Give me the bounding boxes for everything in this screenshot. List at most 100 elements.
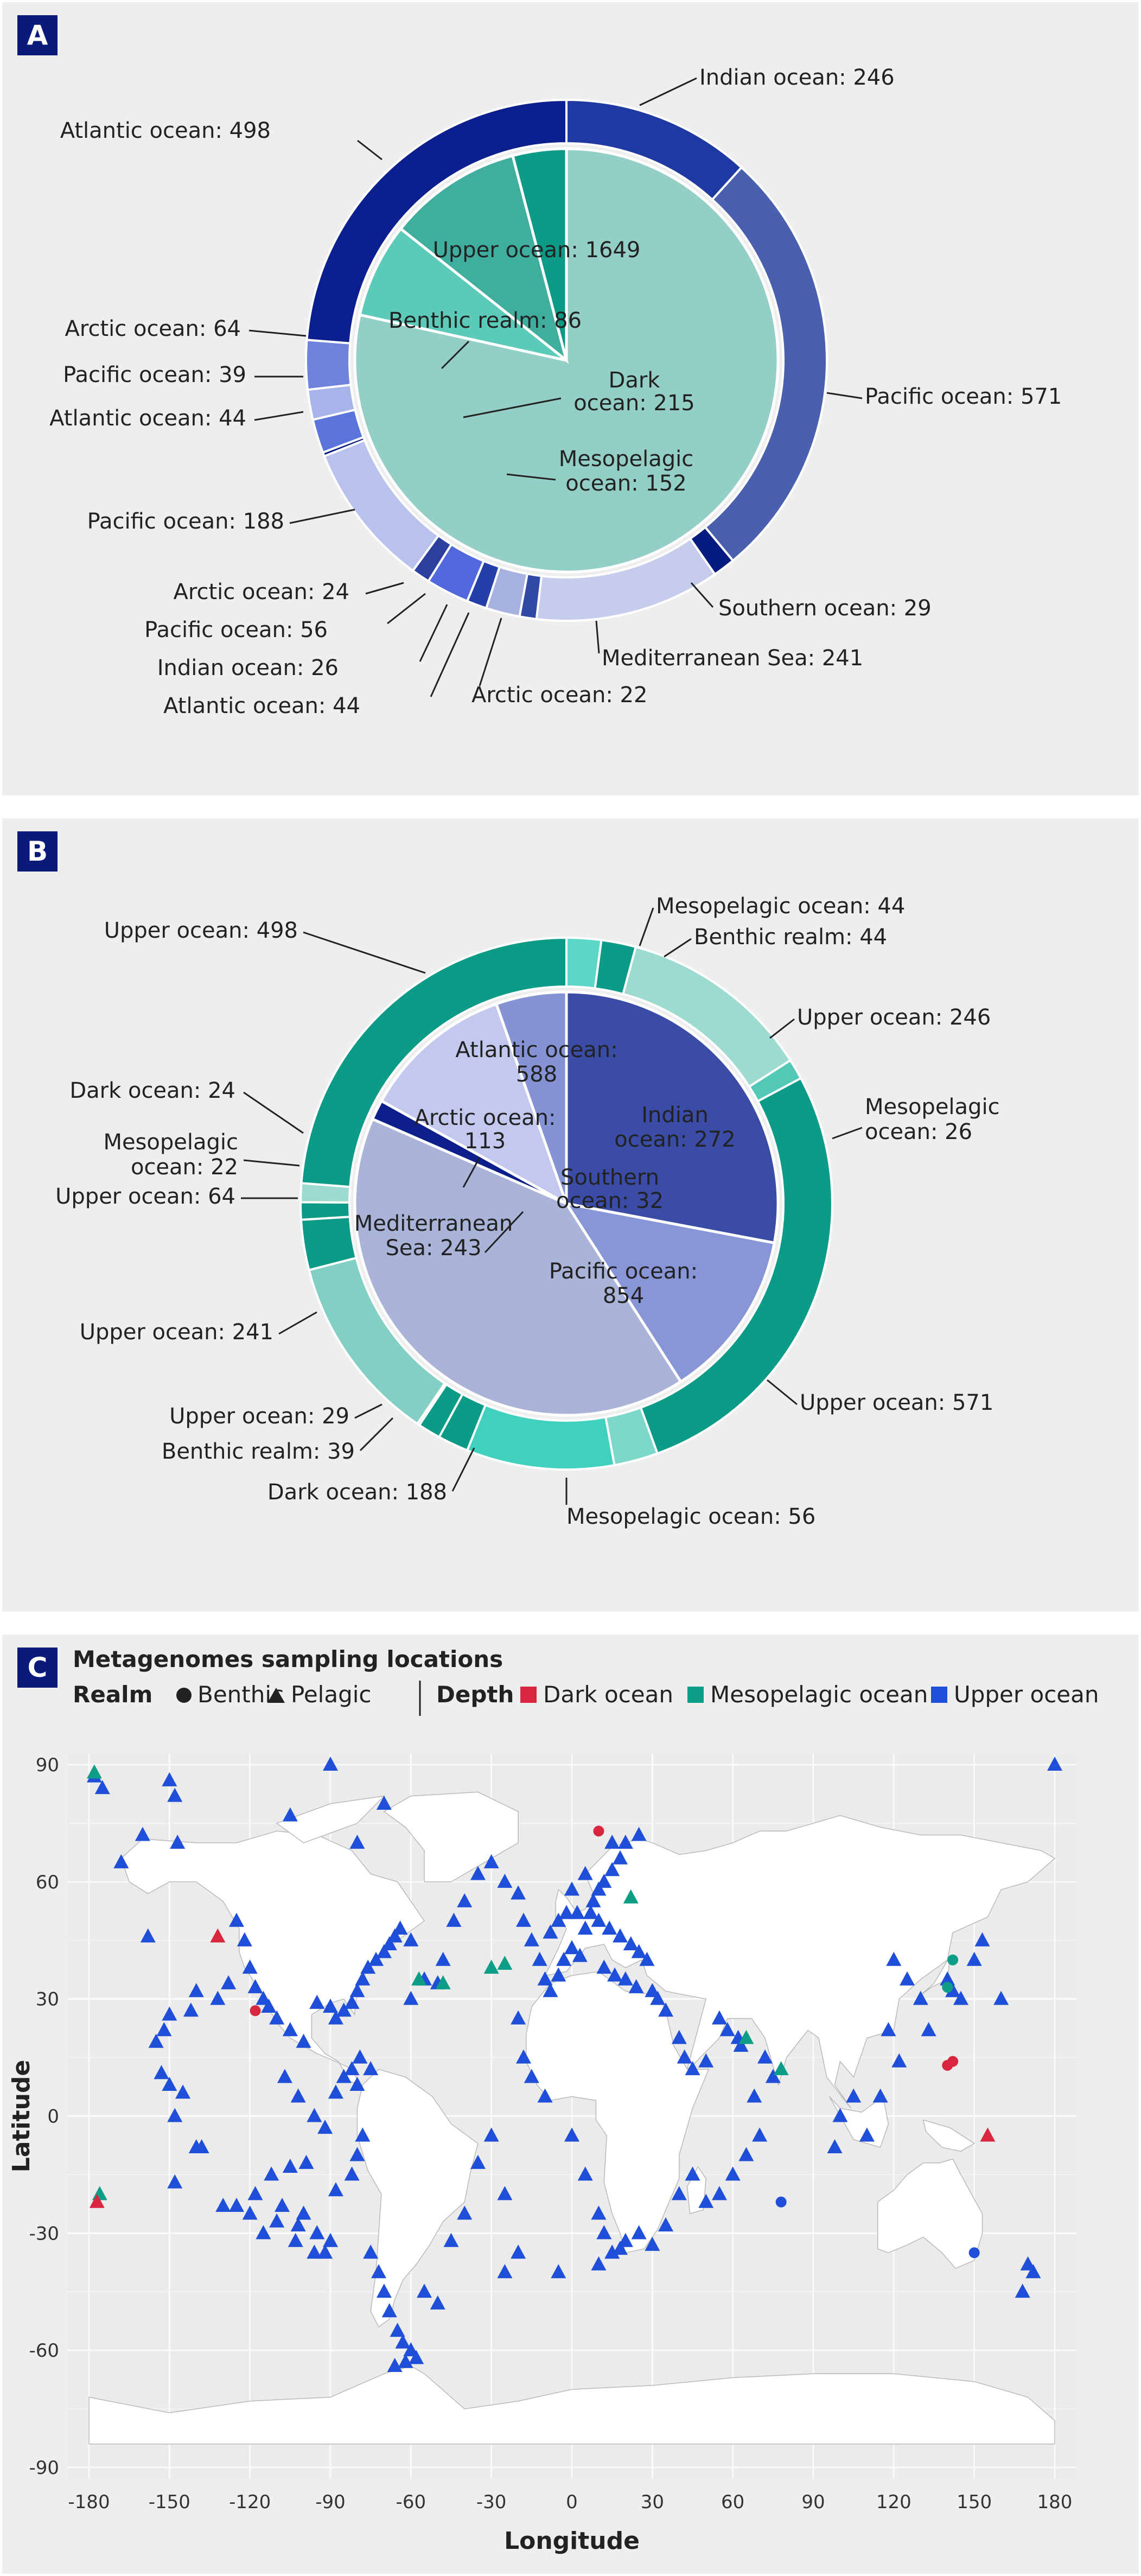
data-point (872, 2088, 888, 2103)
land-mass (88, 2365, 1055, 2445)
data-point (381, 2303, 397, 2318)
outer-leader-13 (357, 139, 383, 161)
data-point (435, 1951, 451, 1966)
legend-depth-title: Depth (436, 1681, 514, 1708)
outer-label: Upper ocean: 571 (800, 1390, 993, 1415)
data-point (94, 1780, 110, 1795)
inner-leader-5 (441, 340, 470, 370)
data-point (317, 2244, 333, 2259)
data-point (921, 2022, 936, 2037)
data-point (966, 1951, 982, 1966)
data-point (148, 2033, 164, 2048)
data-point (392, 1920, 408, 1935)
data-point (537, 1971, 553, 1986)
outer-leader-7 (387, 593, 426, 625)
data-point (89, 2193, 105, 2208)
y-tick-label: 90 (36, 1754, 59, 1776)
map-chart-c: Metagenomes sampling locations Realm Benth… (8, 1646, 1099, 2555)
inner-label: 588 (516, 1062, 557, 1087)
panel-b: B Atlantic ocean: 588 Indian ocean: 272 Paci… (2, 818, 1139, 1612)
data-point (564, 1881, 579, 1896)
data-point (135, 1827, 150, 1841)
data-point (430, 2295, 445, 2310)
data-point (947, 2056, 959, 2067)
data-point (317, 2120, 333, 2134)
data-point (188, 1983, 204, 1998)
outer-label: Mediterranean Sea: 241 (602, 646, 863, 671)
data-point (913, 1990, 928, 2005)
data-point (162, 2006, 177, 2021)
outer-leader-6 (419, 604, 448, 662)
outer-leader-13 (303, 931, 426, 974)
data-point (613, 2241, 628, 2255)
outer-leader-0 (639, 77, 697, 106)
land-mass (526, 1971, 710, 2254)
data-point (269, 2213, 285, 2228)
data-point (175, 2084, 191, 2099)
outer-leader-1 (826, 392, 863, 399)
outer-slice-13 (305, 339, 352, 391)
data-point (210, 1990, 226, 2005)
data-point (250, 2005, 261, 2017)
data-point (572, 1948, 588, 1962)
inner-leader-7 (484, 1211, 524, 1254)
data-point (387, 2357, 403, 2372)
data-point (604, 2244, 620, 2259)
data-point (167, 2108, 183, 2122)
data-point (247, 1979, 263, 1994)
legend-swatch (931, 1687, 947, 1703)
data-point (591, 1881, 607, 1896)
data-point (551, 2264, 566, 2279)
x-tick-label: -60 (396, 2491, 426, 2513)
data-point (645, 2236, 660, 2251)
data-point (349, 2147, 365, 2161)
data-point (371, 2264, 386, 2279)
data-point (639, 1951, 655, 1966)
legend-depth-label: Upper ocean (954, 1681, 1099, 1708)
data-point (395, 2334, 411, 2349)
outer-label: Atlantic ocean: 498 (60, 118, 271, 143)
inner-label: Benthic realm: 86 (388, 308, 582, 333)
data-point (86, 1764, 102, 1779)
inner-leader-2 (506, 473, 556, 481)
data-point (296, 2205, 311, 2220)
data-point (296, 2033, 311, 2048)
data-point (891, 2053, 907, 2068)
data-point (604, 1834, 620, 1849)
data-point (733, 2038, 749, 2052)
panel-label-b: B (17, 831, 58, 872)
data-point (183, 2002, 199, 2017)
data-point (210, 1928, 226, 1943)
inner-slice-4 (379, 1002, 569, 1207)
data-point (167, 2174, 183, 2189)
inner-label: 854 (603, 1283, 644, 1308)
data-point (564, 2127, 579, 2142)
data-point (524, 1932, 539, 1947)
data-point (162, 1772, 177, 1786)
data-point (256, 2225, 271, 2240)
data-point (993, 1990, 1009, 2005)
data-point (336, 2002, 352, 2017)
outer-leader-8 (365, 582, 404, 595)
data-point (773, 2061, 789, 2076)
outer-label: Benthic realm: 39 (162, 1439, 355, 1464)
legend-realm-title: Realm (73, 1681, 152, 1708)
inner-label: Arctic ocean: (415, 1105, 556, 1130)
data-point (237, 1932, 252, 1947)
data-point (685, 2061, 700, 2076)
data-point (349, 1834, 365, 1849)
outer-label: Upper ocean: 241 (80, 1320, 273, 1345)
data-point (443, 2232, 459, 2247)
data-point (309, 2225, 325, 2240)
data-point (282, 1807, 298, 1822)
data-point (1025, 2264, 1041, 2279)
data-point (269, 2010, 285, 2025)
outer-leader-9 (289, 508, 355, 524)
data-point (215, 2197, 231, 2212)
data-point (228, 1912, 244, 1927)
data-point (435, 1975, 451, 1989)
data-point (658, 2217, 674, 2231)
data-point (194, 2139, 209, 2154)
outer-label: Upper ocean: 498 (104, 918, 298, 943)
data-point (593, 1826, 604, 1837)
